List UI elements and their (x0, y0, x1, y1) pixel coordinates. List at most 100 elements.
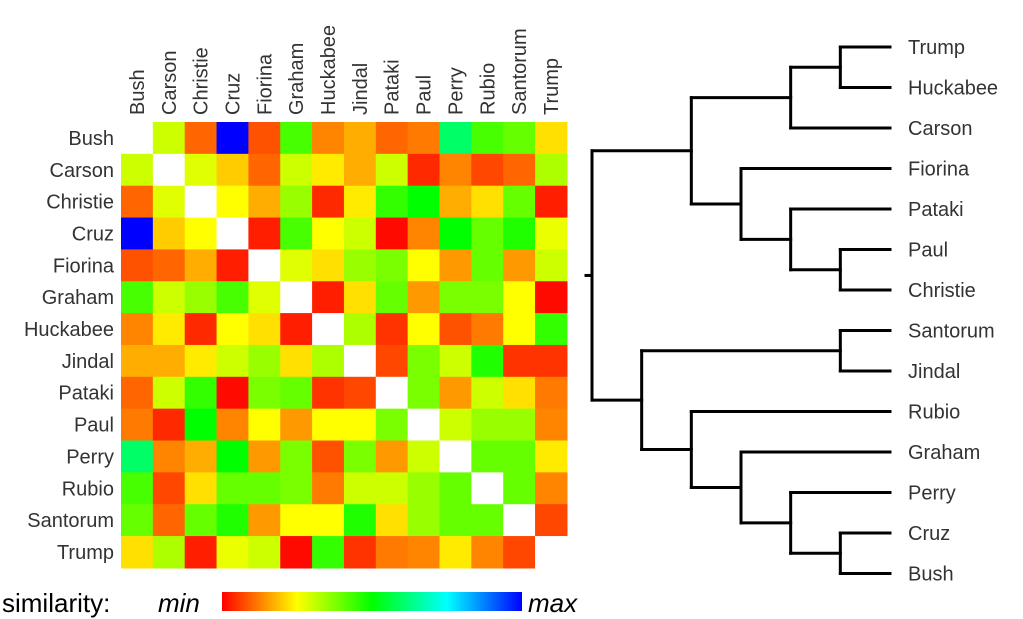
heatmap-cell-graham-bush (121, 281, 154, 314)
heatmap-cell-graham-paul (407, 281, 441, 314)
heatmap-cell-perry-graham (280, 440, 313, 473)
heatmap-cell-paul-graham (280, 408, 313, 442)
heatmap-cell-bush-huckabee (312, 122, 345, 155)
column-label-pataki: Pataki (382, 59, 404, 115)
heatmap-cell-cruz-carson (152, 217, 186, 250)
heatmap-cell-carson-rubio (471, 153, 504, 187)
column-label-jindal: Jindal (350, 63, 372, 115)
heatmap-cell-pataki-paul (407, 376, 441, 410)
color-legend: similarity: min max (2, 588, 578, 618)
row-label-graham: Graham (42, 287, 114, 309)
heatmap-cell-bush-jindal (343, 122, 377, 155)
heatmap-cell-pataki-carson (152, 376, 186, 410)
heatmap-cell-bush-paul (407, 122, 441, 155)
row-label-paul: Paul (74, 415, 114, 437)
heatmap-cell-pataki-jindal (343, 376, 377, 410)
row-label-pataki: Pataki (58, 383, 114, 405)
heatmap-cell-rubio-trump (535, 472, 568, 505)
dendrogram-label-rubio: Rubio (908, 402, 960, 424)
heatmap-cell-cruz-perry (439, 217, 472, 250)
heatmap-cell-fiorina-santorum (503, 249, 536, 282)
heatmap-cell-trump-huckabee (312, 536, 345, 569)
heatmap-cell-bush-santorum (503, 122, 536, 155)
heatmap-cell-huckabee-jindal (343, 313, 377, 346)
heatmap-cell-fiorina-jindal (343, 249, 377, 282)
heatmap-cell-pataki-graham (280, 376, 313, 410)
heatmap-cell-carson-graham (280, 153, 313, 187)
heatmap-cell-huckabee-huckabee (312, 313, 345, 346)
heatmap-cell-christie-paul (407, 185, 441, 219)
column-label-perry: Perry (445, 67, 467, 115)
heatmap-cell-cruz-graham (280, 217, 313, 250)
heatmap-cell-carson-christie (184, 153, 218, 187)
legend-max-label: max (528, 588, 578, 618)
heatmap-cell-trump-perry (439, 536, 472, 569)
heatmap-cell-carson-jindal (343, 153, 377, 187)
column-label-carson: Carson (159, 51, 181, 115)
heatmap-cell-santorum-pataki (375, 504, 409, 537)
heatmap-cell-rubio-huckabee (312, 472, 345, 505)
heatmap-cell-jindal-christie (184, 344, 218, 378)
heatmap-cell-bush-fiorina (248, 122, 281, 155)
heatmap-cell-christie-graham (280, 185, 313, 219)
heatmap-cell-graham-cruz (216, 281, 249, 314)
column-label-paul: Paul (414, 75, 436, 115)
heatmap-cell-trump-paul (407, 536, 441, 569)
heatmap-cell-graham-jindal (343, 281, 377, 314)
heatmap-cell-trump-christie (184, 536, 218, 569)
heatmap-cell-perry-rubio (471, 440, 504, 473)
heatmap-cell-bush-trump (535, 122, 568, 155)
heatmap-cell-huckabee-christie (184, 313, 218, 346)
heatmap-cell-graham-trump (535, 281, 568, 314)
dendrogram-label-graham: Graham (908, 442, 980, 464)
heatmap-cell-santorum-christie (184, 504, 218, 537)
dendrogram-label-christie: Christie (908, 280, 976, 302)
heatmap-cell-christie-jindal (343, 185, 377, 219)
heatmap-cell-pataki-huckabee (312, 376, 345, 410)
heatmap-cell-huckabee-santorum (503, 313, 536, 346)
heatmap-cell-huckabee-rubio (471, 313, 504, 346)
heatmap-cell-bush-rubio (471, 122, 504, 155)
heatmap-cell-fiorina-graham (280, 249, 313, 282)
column-label-rubio: Rubio (477, 63, 499, 115)
dendrogram-label-paul: Paul (908, 240, 948, 262)
heatmap-cell-jindal-trump (535, 344, 568, 378)
heatmap-cell-cruz-pataki (375, 217, 409, 250)
heatmap-cell-jindal-pataki (375, 344, 409, 378)
dendrogram-label-jindal: Jindal (908, 361, 960, 383)
column-label-bush: Bush (127, 69, 149, 115)
row-label-trump: Trump (57, 542, 114, 564)
heatmap-cell-rubio-bush (121, 472, 154, 505)
heatmap-cell-santorum-santorum (503, 504, 536, 537)
heatmap-cell-perry-perry (439, 440, 472, 473)
heatmap-cell-fiorina-cruz (216, 249, 249, 282)
dendrogram-label-perry: Perry (908, 483, 956, 505)
heatmap-cell-graham-rubio (471, 281, 504, 314)
row-labels: Bush Carson Christie Cruz Fiorina Graham Hucka… (24, 128, 115, 564)
heatmap-cell-carson-santorum (503, 153, 536, 187)
legend-color-bar (222, 592, 522, 611)
heatmap-cell-bush-pataki (375, 122, 409, 155)
heatmap-cell-paul-bush (121, 408, 154, 442)
heatmap-cell-cruz-huckabee (312, 217, 345, 250)
heatmap-cell-pataki-santorum (503, 376, 536, 410)
heatmap-cell-pataki-trump (535, 376, 568, 410)
heatmap-cell-graham-carson (152, 281, 186, 314)
dendrogram-label-santorum: Santorum (908, 321, 995, 343)
heatmap-cell-cruz-fiorina (248, 217, 281, 250)
heatmap-cell-christie-cruz (216, 185, 249, 219)
heatmap-grid (121, 122, 568, 569)
heatmap-cell-carson-pataki (375, 153, 409, 187)
heatmap-cell-perry-pataki (375, 440, 409, 473)
heatmap-cell-rubio-perry (439, 472, 472, 505)
heatmap-cell-jindal-jindal (343, 344, 377, 378)
heatmap-cell-fiorina-perry (439, 249, 472, 282)
heatmap-cell-graham-santorum (503, 281, 536, 314)
heatmap-cell-paul-fiorina (248, 408, 281, 442)
heatmap-cell-cruz-cruz (216, 217, 249, 250)
heatmap-cell-huckabee-paul (407, 313, 441, 346)
dendrogram-label-fiorina: Fiorina (908, 159, 970, 181)
heatmap-cell-huckabee-fiorina (248, 313, 281, 346)
heatmap-cell-huckabee-perry (439, 313, 472, 346)
heatmap-cell-perry-christie (184, 440, 218, 473)
